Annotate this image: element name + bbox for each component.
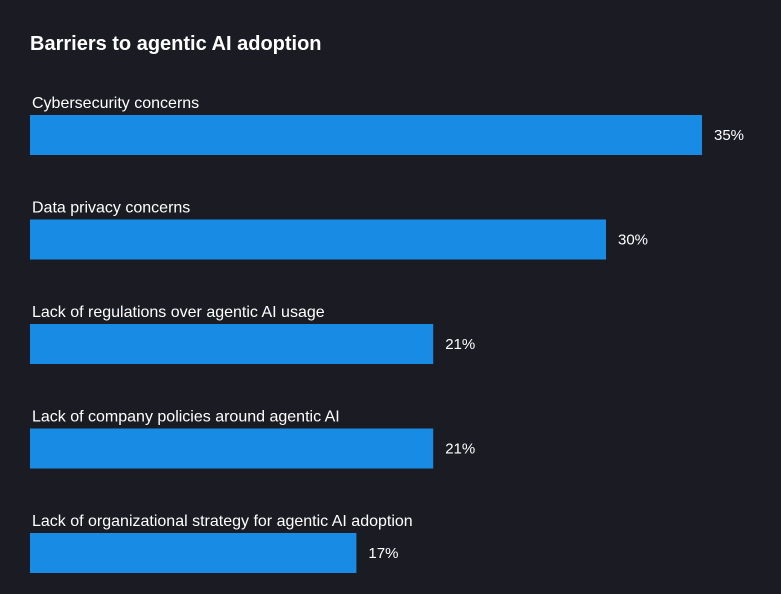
bar — [30, 533, 357, 573]
bar — [30, 115, 702, 155]
value-label: 17% — [368, 545, 398, 562]
bar — [30, 219, 606, 260]
value-label: 21% — [445, 441, 475, 458]
category-label: Cybersecurity concerns — [32, 95, 199, 112]
value-label: 21% — [445, 336, 475, 353]
value-label: 35% — [714, 127, 744, 144]
category-label: Lack of organizational strategy for agen… — [32, 513, 413, 530]
bar — [30, 324, 434, 364]
bar — [30, 428, 434, 469]
value-label: 30% — [618, 232, 648, 249]
chart-title: Barriers to agentic AI adoption — [30, 33, 322, 55]
category-label: Lack of company policies around agentic … — [32, 409, 340, 426]
category-label: Data privacy concerns — [32, 200, 190, 217]
category-label: Lack of regulations over agentic AI usag… — [32, 304, 325, 321]
